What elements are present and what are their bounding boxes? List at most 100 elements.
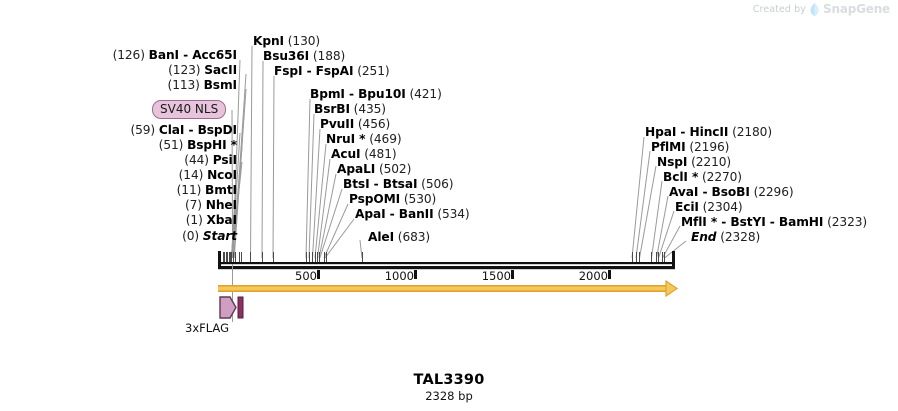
marker-label-end[interactable]: End (2328)	[691, 230, 760, 244]
enzyme-position: (534)	[437, 207, 470, 221]
ruler-ticks	[317, 270, 611, 279]
enzyme-label-bclI[interactable]: BclI * (2270)	[663, 170, 742, 184]
enzyme-label-mflI-bstYI-bamHI[interactable]: MflI * - BstYI - BamHI (2323)	[681, 215, 867, 229]
enzyme-name: AvaI - BsoBI	[669, 185, 750, 199]
enzyme-name: BsmI	[203, 78, 237, 92]
enzyme-position: (2304)	[702, 200, 743, 214]
enzyme-label-nheI[interactable]: (7) NheI	[185, 198, 237, 212]
enzyme-label-apaLI[interactable]: ApaLI (502)	[337, 162, 411, 176]
enzyme-label-bsu36I[interactable]: Bsu36I (188)	[263, 49, 345, 63]
enzyme-name: ApaLI	[337, 162, 376, 176]
backbone-left-cap	[218, 251, 221, 267]
ruler-label-500: 500	[295, 269, 317, 283]
snapgene-watermark: Created by SnapGene	[753, 2, 890, 16]
enzyme-label-pflMI[interactable]: PflMI (2196)	[651, 140, 729, 154]
enzyme-name: FspI - FspAI	[274, 64, 354, 78]
enzyme-name: SacII	[204, 63, 237, 77]
enzyme-name: MflI * - BstYI - BamHI	[681, 215, 824, 229]
enzyme-label-pspOMI[interactable]: PspOMI (530)	[349, 192, 436, 206]
feature-badge-sv40-nls[interactable]: SV40 NLS	[152, 100, 227, 119]
marker-name: Start	[202, 229, 237, 243]
enzyme-position: (7)	[184, 198, 202, 212]
enzyme-name: NcoI	[207, 168, 237, 182]
enzyme-position: (2323)	[827, 215, 868, 229]
ruler-label-2000: 2000	[578, 269, 608, 283]
enzyme-name: XbaI	[206, 213, 238, 227]
enzyme-label-xbaI[interactable]: (1) XbaI	[186, 213, 237, 227]
enzyme-name: PsiI	[212, 153, 237, 167]
enzyme-name: ClaI - BspDI	[158, 123, 237, 137]
marker-position: (0)	[182, 229, 200, 243]
backbone-right-cap	[672, 251, 675, 267]
feature-label-3xflag[interactable]: 3xFLAG	[185, 321, 229, 335]
enzyme-label-bsmI[interactable]: (113) BsmI	[168, 78, 238, 92]
enzyme-position: (44)	[184, 153, 209, 167]
enzyme-position: (456)	[357, 117, 391, 131]
enzyme-position: (481)	[364, 147, 397, 161]
enzyme-name: AleI	[368, 230, 395, 244]
ruler-label-1000: 1000	[384, 269, 414, 283]
enzyme-name: NspI	[657, 155, 688, 169]
enzyme-position: (126)	[112, 48, 145, 62]
enzyme-name: KpnI	[253, 34, 284, 48]
enzyme-name: BpmI - Bpu10I	[310, 87, 406, 101]
enzyme-name: ApaI - BanII	[355, 207, 434, 221]
enzyme-label-acuI[interactable]: AcuI (481)	[331, 147, 397, 161]
enzyme-position: (502)	[378, 162, 412, 176]
enzyme-position: (123)	[168, 63, 201, 77]
marker-position: (2328)	[720, 230, 761, 244]
marker-label-start[interactable]: (0) Start	[182, 229, 237, 243]
enzyme-name: EciI	[675, 200, 699, 214]
enzyme-label-bpmI-bpu10I[interactable]: BpmI - Bpu10I (421)	[310, 87, 442, 101]
backbone-line-bottom	[218, 266, 675, 270]
enzyme-position: (51)	[158, 138, 184, 152]
enzyme-position: (251)	[357, 64, 390, 78]
enzyme-label-kpnI[interactable]: KpnI (130)	[253, 34, 320, 48]
enzyme-label-apaI-banII[interactable]: ApaI - BanII (534)	[355, 207, 470, 221]
enzyme-label-hpaI-hincII[interactable]: HpaI - HincII (2180)	[645, 125, 772, 139]
enzyme-label-avaI-bsoBI[interactable]: AvaI - BsoBI (2296)	[669, 185, 794, 199]
enzyme-name: BtsI - BtsaI	[343, 177, 418, 191]
marker-name: End	[691, 230, 717, 244]
enzyme-label-pvuII[interactable]: PvuII (456)	[320, 117, 390, 131]
enzyme-label-sacII[interactable]: (123) SacII	[168, 63, 237, 77]
enzyme-name: PvuII	[320, 117, 355, 131]
backbone-line-top	[218, 262, 675, 265]
enzyme-position: (2210)	[691, 155, 732, 169]
enzyme-position: (130)	[287, 34, 321, 48]
enzyme-label-banI-acc65I[interactable]: (126) BanI - Acc65I	[112, 48, 238, 62]
enzyme-position: (14)	[178, 168, 204, 182]
enzyme-label-nruI[interactable]: NruI * (469)	[326, 132, 402, 146]
enzyme-name: PspOMI	[349, 192, 401, 206]
cut-site-ticks	[223, 252, 665, 262]
enzyme-position: (530)	[403, 192, 437, 206]
enzyme-label-bmtI[interactable]: (11) BmtI	[177, 183, 237, 197]
enzyme-label-ncoI[interactable]: (14) NcoI	[179, 168, 237, 182]
enzyme-name: BmtI	[205, 183, 237, 197]
page-title: TAL3390	[413, 372, 485, 388]
enzyme-label-claI-bspDI[interactable]: (59) ClaI - BspDI	[130, 123, 237, 137]
enzyme-name: AcuI	[331, 147, 361, 161]
enzyme-label-fspI-fspAI[interactable]: FspI - FspAI (251)	[274, 64, 390, 78]
enzyme-name: Bsu36I	[263, 49, 310, 63]
enzyme-position: (11)	[176, 183, 202, 197]
enzyme-name: NruI *	[326, 132, 366, 146]
enzyme-label-psiI[interactable]: (44) PsiI	[184, 153, 237, 167]
enzyme-name: NheI	[205, 198, 237, 212]
enzyme-position: (683)	[397, 230, 431, 244]
enzyme-position: (2296)	[753, 185, 794, 199]
enzyme-label-bspHI[interactable]: (51) BspHI *	[159, 138, 237, 152]
enzyme-name: HpaI - HincII	[645, 125, 729, 139]
enzyme-position: (421)	[409, 87, 442, 101]
enzyme-position: (59)	[130, 123, 156, 137]
enzyme-name: BanI - Acc65I	[148, 48, 237, 62]
enzyme-label-nspI[interactable]: NspI (2210)	[657, 155, 731, 169]
enzyme-name: BclI *	[663, 170, 699, 184]
enzyme-label-aleI[interactable]: AleI (683)	[368, 230, 430, 244]
enzyme-label-bsrBI[interactable]: BsrBI (435)	[314, 102, 386, 116]
sequence-length-label: 2328 bp	[425, 389, 473, 403]
enzyme-label-eciI[interactable]: EciI (2304)	[675, 200, 743, 214]
enzyme-position: (435)	[353, 102, 386, 116]
enzyme-label-btsI-btsaI[interactable]: BtsI - BtsaI (506)	[343, 177, 454, 191]
